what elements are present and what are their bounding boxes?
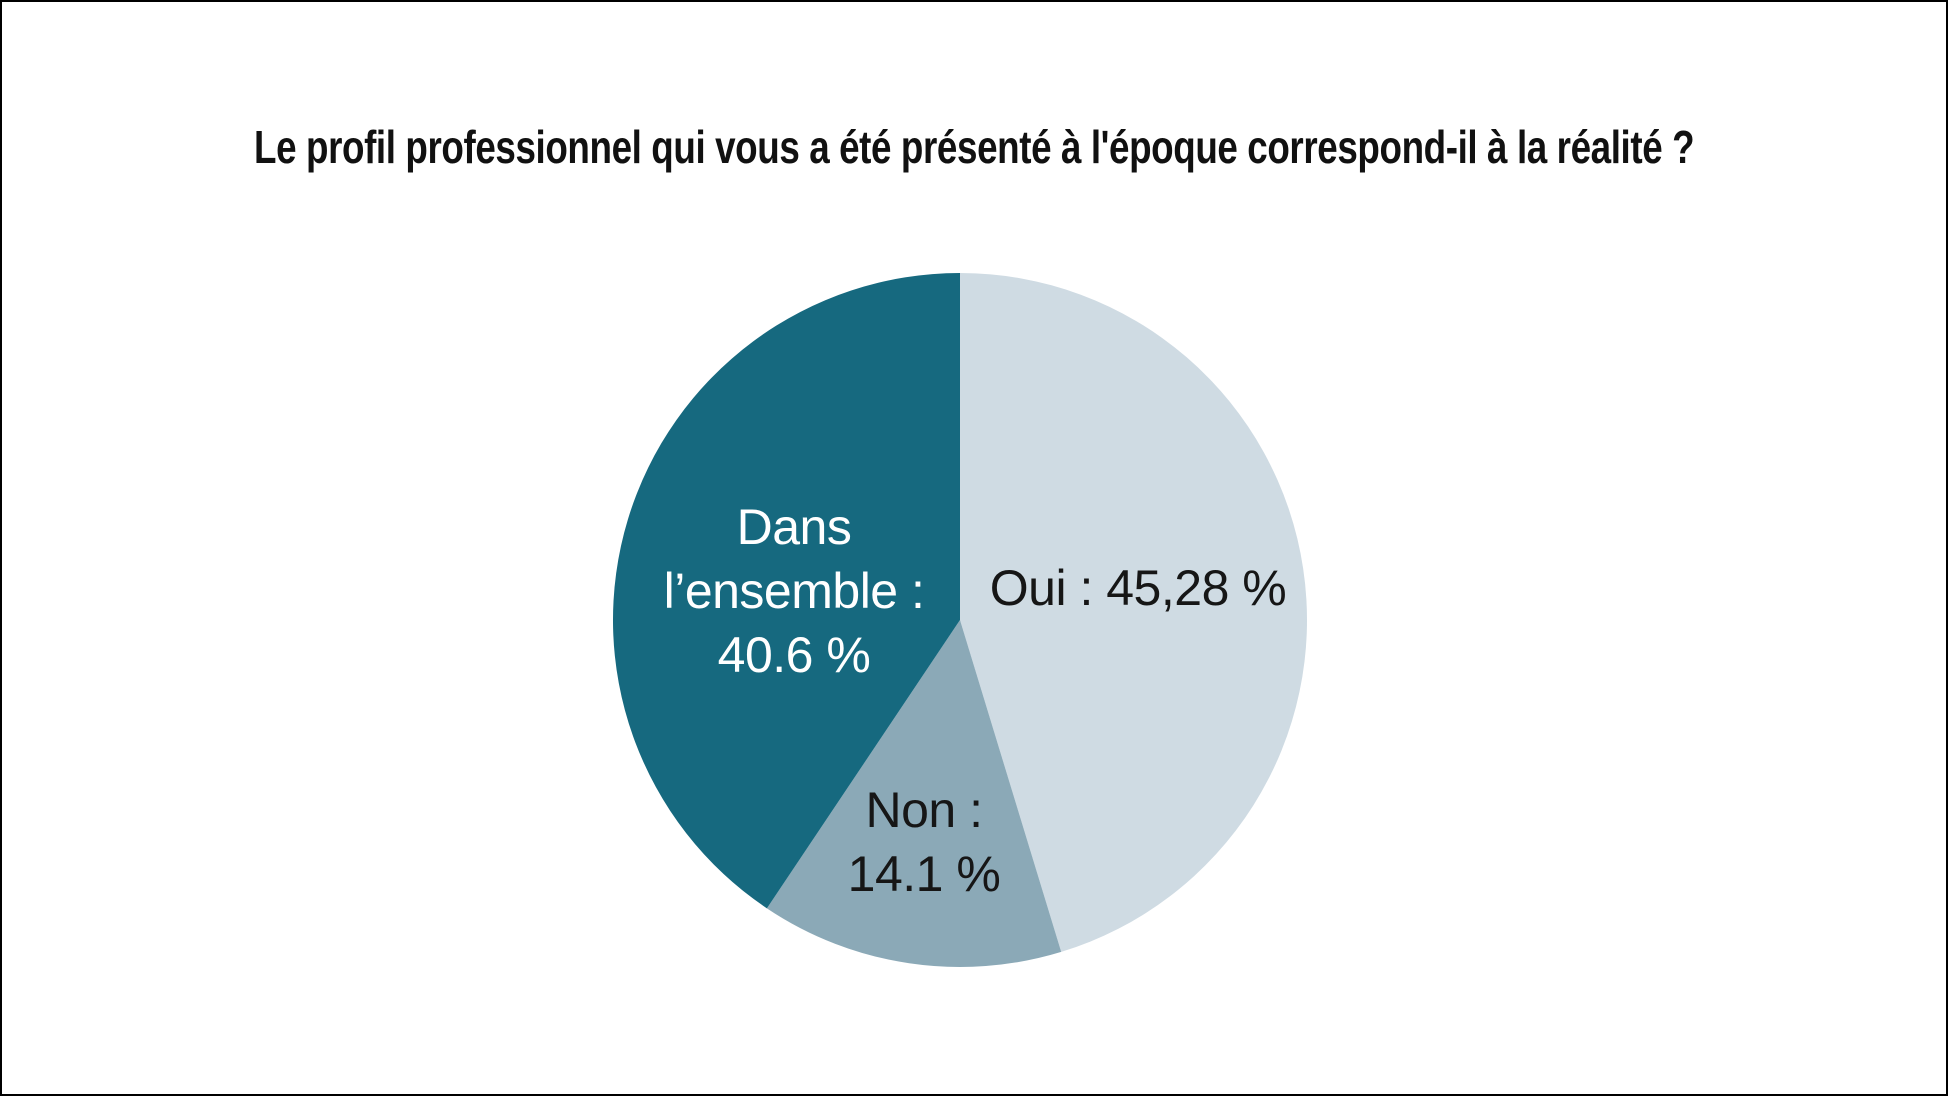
slice-label-oui: Oui : 45,28 %	[989, 556, 1287, 620]
slice-label-line: 40.6 %	[717, 627, 871, 683]
slice-label-line: Dans	[736, 499, 852, 555]
pie-slice-non	[766, 620, 1062, 968]
slice-label-line: Non :	[865, 782, 983, 838]
pie-slice-oui	[960, 273, 1308, 952]
slice-label-line: Oui : 45,28 %	[989, 560, 1287, 616]
slice-label-line: l’ensemble :	[663, 563, 925, 619]
slice-label-non: Non : 14.1 %	[848, 778, 1001, 906]
slice-label-dans: Dans l’ensemble : 40.6 %	[664, 495, 925, 687]
slice-label-line: 14.1 %	[847, 846, 1001, 902]
chart-title: Le profil professionnel qui vous a été p…	[2, 120, 1946, 174]
pie-chart	[612, 273, 1308, 968]
chart-title-text: Le profil professionnel qui vous a été p…	[253, 121, 1695, 173]
pie-slice-dans-l-ensemble	[612, 273, 960, 909]
